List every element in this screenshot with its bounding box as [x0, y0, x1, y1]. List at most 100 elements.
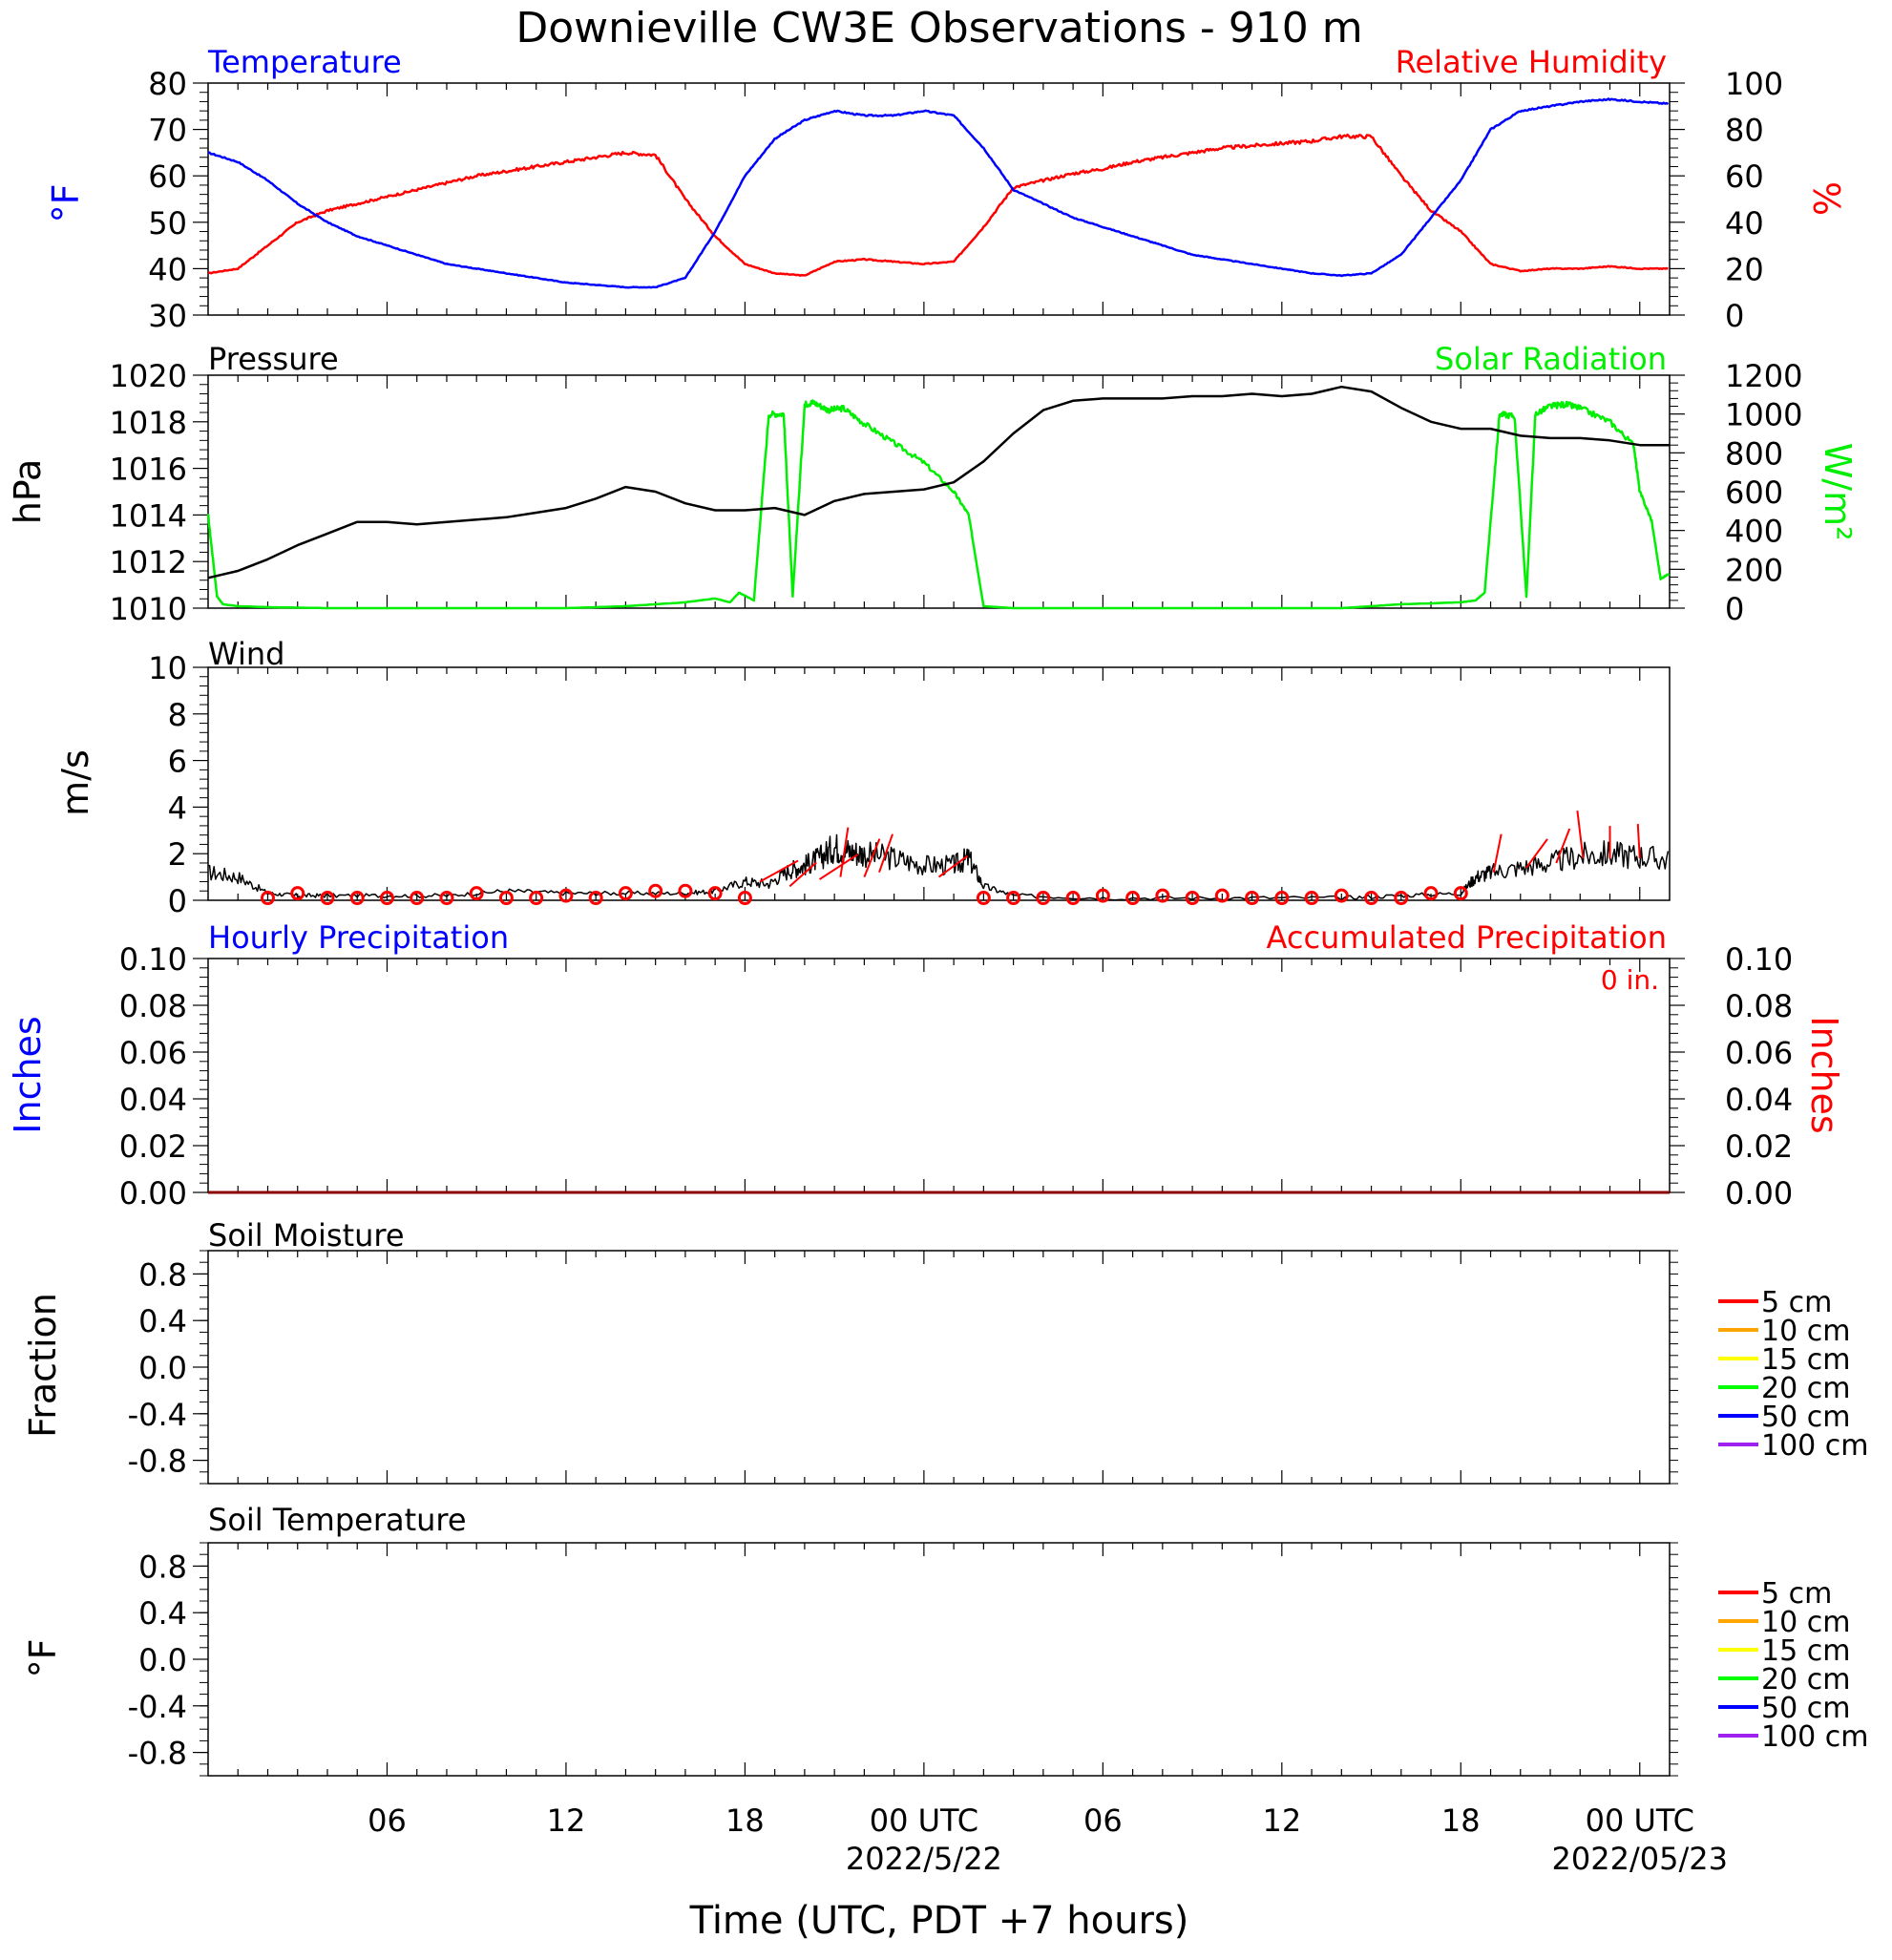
x-tick-label: 00 UTC	[1586, 1802, 1694, 1839]
wind-speed-line	[207, 833, 1670, 901]
legend-label: 5 cm	[1761, 1577, 1832, 1611]
pressure-unit: hPa	[7, 459, 49, 525]
humidity-axis-tick-label: 60	[1725, 158, 1764, 195]
temperature-axis-tick-label: 60	[148, 158, 187, 195]
wind-calm-marker	[260, 891, 275, 906]
solar-line	[206, 399, 1671, 610]
wind-axis-tick-label: 6	[168, 744, 187, 780]
soil-moisture-plot: -0.8 -0.4 0.0 0.4 0.8	[128, 1250, 1678, 1485]
hourly-precip-axis-tick-label: 0.04	[119, 1082, 187, 1118]
wind-calm-marker	[1065, 891, 1081, 906]
temp-rh-frame	[207, 82, 1671, 316]
wind-axis-tick-label: 10	[148, 650, 187, 686]
legend-label: 100 cm	[1761, 1429, 1869, 1463]
wind-barb	[1555, 828, 1571, 864]
solar-axis-tick-label: 400	[1725, 514, 1783, 550]
wind-calm-marker	[349, 891, 365, 906]
temperature-axis-tick-label: 80	[148, 66, 187, 102]
wind-axis-tick-label: 8	[168, 697, 187, 733]
x-date-label: 2022/05/23	[1552, 1841, 1728, 1877]
wind-unit: m/s	[54, 749, 96, 816]
temperature-axis-tick-label: 50	[148, 205, 187, 242]
wind-calm-marker	[588, 891, 603, 906]
hourly-precip-axis-tick-label: 0.08	[119, 988, 187, 1024]
humidity-axis-tick-label: 100	[1725, 66, 1783, 102]
accum-precip-axis-tick-label: 0.06	[1725, 1035, 1793, 1071]
precip-plot: 0.00 0.02 0.04 0.06 0.08 0.10 0.00 0.02 0.04 0.06…	[119, 941, 1794, 1212]
hourly-precip-title: Hourly Precipitation	[208, 919, 509, 956]
temperature-line	[207, 97, 1670, 289]
wind-calm-marker	[1036, 891, 1051, 906]
wind-axis-tick-label: 2	[168, 836, 187, 873]
legend-label: 100 cm	[1761, 1720, 1869, 1754]
legend-label: 20 cm	[1761, 1663, 1850, 1697]
legend-label: 5 cm	[1761, 1286, 1832, 1319]
wind-calm-marker	[1125, 891, 1141, 906]
temp-rh-plot: 30 40 50 60 70 80 0 20 40 60 80 100	[148, 66, 1783, 334]
wind-calm-marker	[439, 891, 454, 906]
humidity-axis-tick-label: 0	[1725, 298, 1744, 334]
wind-barb	[818, 854, 859, 880]
hourly-precip-axis-tick-label: 0.02	[119, 1128, 187, 1165]
x-tick-label: 12	[547, 1802, 586, 1839]
soil-moisture-axis-tick-label: -0.4	[128, 1397, 187, 1433]
soil-temp-axis-tick-label: -0.4	[128, 1689, 187, 1725]
pressure-axis-tick-label: 1016	[110, 452, 187, 488]
solar-axis-tick-label: 200	[1725, 552, 1783, 588]
x-tick-label: 06	[368, 1802, 407, 1839]
accum-precip-axis-tick-label: 0.02	[1725, 1128, 1793, 1165]
wind-calm-marker	[1364, 891, 1379, 906]
wind-calm-marker	[737, 891, 752, 906]
wind-calm-marker	[678, 883, 693, 898]
temperature-axis-tick-label: 30	[148, 298, 187, 334]
pressure-axis-tick-label: 1014	[110, 497, 187, 534]
wind-calm-marker	[1185, 891, 1200, 906]
wind-title: Wind	[208, 636, 284, 672]
humidity-unit: %	[1805, 181, 1847, 216]
accum-precip-unit: Inches	[1803, 1016, 1845, 1133]
wind-barb	[1636, 824, 1641, 859]
accum-precip-axis-tick-label: 0.00	[1725, 1175, 1793, 1212]
accum-precip-axis-tick-label: 0.10	[1725, 941, 1793, 978]
wind-calm-marker	[618, 886, 633, 901]
soil-temp-panel: Soil Temperature -0.8 -0.4 0.0 0.4 0.8 °F 5 …	[22, 1502, 1869, 1777]
legend-label: 50 cm	[1761, 1401, 1850, 1434]
x-tick-label: 18	[725, 1802, 765, 1839]
legend-label: 20 cm	[1761, 1372, 1850, 1405]
wind-calm-marker	[1394, 891, 1409, 906]
wind-calm-marker	[1006, 891, 1021, 906]
temp-rh-panel: Temperature Relative Humidity 30 40 50 60 70…	[45, 44, 1847, 334]
wind-calm-marker	[290, 886, 305, 901]
wind-barb	[1492, 833, 1503, 873]
wind-calm-marker	[648, 883, 663, 898]
solar-axis-tick-label: 1200	[1725, 358, 1802, 394]
hourly-precip-axis-tick-label: 0.06	[119, 1035, 187, 1071]
wind-barb	[878, 833, 893, 874]
wind-barb	[788, 861, 817, 888]
pressure-title: Pressure	[208, 341, 339, 377]
humidity-axis-tick-label: 40	[1725, 205, 1764, 242]
soil-temp-axis-tick-label: 0.4	[138, 1595, 187, 1632]
wind-calm-marker	[529, 891, 544, 906]
temperature-unit: °F	[45, 184, 87, 223]
soil-moisture-panel: Soil Moisture -0.8 -0.4 0.0 0.4 0.8 Fraction…	[22, 1217, 1869, 1485]
wind-calm-marker	[469, 886, 484, 901]
soil-temp-unit: °F	[22, 1639, 64, 1678]
accum-precip-axis-tick-label: 0.08	[1725, 988, 1793, 1024]
wind-calm-marker	[1274, 891, 1290, 906]
hourly-precip-axis-tick-label: 0.00	[119, 1175, 187, 1212]
wind-calm-marker	[976, 891, 991, 906]
legend-label: 50 cm	[1761, 1692, 1850, 1725]
legend-label: 10 cm	[1761, 1606, 1850, 1639]
wind-axis-tick-label: 4	[168, 790, 187, 826]
legend-label: 15 cm	[1761, 1343, 1850, 1377]
pressure-axis-tick-label: 1010	[110, 591, 187, 627]
soil-temp-axis-tick-label: 0.0	[138, 1642, 187, 1678]
wind-barb	[839, 827, 850, 877]
accum-precip-title: Accumulated Precipitation	[1267, 919, 1667, 956]
pressure-solar-panel: Pressure Solar Radiation 101010121014101…	[7, 341, 1859, 627]
